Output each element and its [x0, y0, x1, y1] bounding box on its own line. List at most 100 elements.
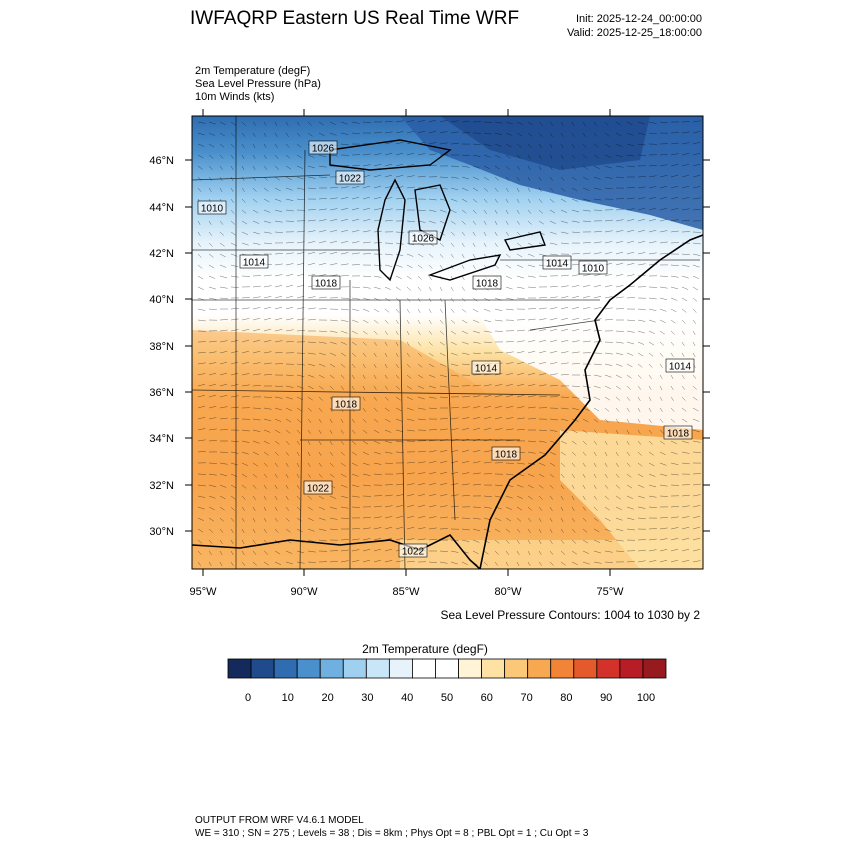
wind-barb — [307, 495, 313, 500]
wind-barb — [395, 175, 404, 178]
wind-barb — [527, 484, 534, 489]
wind-barb — [318, 341, 327, 344]
wind-barb — [494, 539, 500, 544]
wind-barb — [681, 440, 689, 444]
wind-barb — [582, 517, 587, 522]
wind-barb — [285, 132, 289, 137]
wind-barb — [604, 385, 611, 390]
wind-barb — [681, 121, 690, 123]
wind-barb — [340, 263, 349, 266]
wind-barb — [450, 319, 456, 324]
wind-barb — [472, 308, 479, 313]
wind-barb — [439, 450, 448, 453]
wind-barb — [329, 560, 338, 563]
wind-barb — [659, 517, 668, 519]
wind-barb — [208, 561, 212, 566]
wind-barb — [472, 176, 480, 180]
pressure-label-box — [197, 200, 227, 215]
wind-barb — [615, 407, 620, 412]
wind-barb — [439, 308, 443, 313]
wind-barb — [439, 471, 448, 475]
wind-barb — [538, 198, 543, 203]
wind-barb — [483, 132, 492, 135]
wind-barb — [318, 165, 327, 168]
wind-barb — [582, 242, 591, 244]
wind-barb — [406, 164, 415, 167]
colorbar-swatch — [273, 658, 298, 679]
wind-barb — [285, 263, 294, 266]
colorbar-swatch — [412, 658, 436, 679]
wind-barb — [263, 473, 268, 478]
wind-barb — [230, 340, 239, 343]
wind-barb — [285, 440, 290, 445]
wind-barb — [593, 528, 600, 533]
wind-barb — [362, 330, 368, 335]
wind-barb — [472, 187, 479, 192]
pressure-label-box — [335, 170, 365, 185]
wind-barb — [230, 451, 239, 454]
wind-barb — [351, 363, 356, 368]
wind-barb — [538, 484, 544, 489]
wind-barb — [472, 330, 480, 334]
wind-barb — [285, 198, 294, 201]
wind-barb — [615, 539, 624, 542]
wind-barb — [461, 253, 465, 258]
wind-barb — [384, 131, 393, 134]
wind-barb — [230, 176, 234, 182]
wind-barb — [340, 197, 349, 200]
wind-barb — [615, 550, 624, 552]
wind-barb — [329, 330, 338, 333]
wind-barb — [461, 242, 465, 247]
wind-barb — [219, 187, 223, 193]
wind-barb — [362, 297, 371, 301]
wind-barb — [373, 163, 382, 167]
wind-barb — [450, 297, 454, 302]
wind-barb — [637, 549, 646, 552]
wind-barb — [318, 440, 322, 446]
wind-barb — [604, 528, 612, 532]
wind-barb — [340, 374, 345, 379]
wind-barb — [406, 330, 410, 336]
wind-barb — [197, 242, 202, 247]
wind-barb — [637, 396, 641, 401]
wind-barb — [626, 374, 632, 379]
wind-barb — [296, 241, 305, 244]
wind-barb — [626, 407, 630, 412]
wind-barb — [538, 361, 547, 365]
wind-barb — [296, 273, 305, 277]
wind-barb — [615, 198, 624, 200]
wind-barb — [692, 494, 701, 497]
wind-barb — [208, 176, 212, 181]
wind-barb — [230, 361, 239, 365]
wind-barb — [428, 286, 432, 291]
wind-barb — [307, 230, 316, 233]
wind-barb — [384, 319, 389, 324]
wind-barb — [417, 164, 426, 167]
wind-barb — [516, 506, 522, 511]
wind-barb — [351, 341, 357, 346]
wind-barb — [307, 352, 316, 355]
wind-barb — [373, 286, 381, 290]
wind-barb — [670, 174, 679, 178]
wind-barb — [505, 198, 509, 203]
wind-barb — [516, 561, 520, 567]
wind-barb — [241, 121, 246, 126]
wind-barb — [494, 209, 498, 214]
wind-barb — [571, 407, 580, 411]
wind-barb — [296, 307, 305, 310]
wind-barb — [362, 548, 371, 552]
wind-barb — [274, 329, 283, 332]
wind-barb — [472, 297, 478, 302]
wind-barb — [219, 484, 227, 488]
wind-barb — [362, 153, 371, 156]
wind-barb — [274, 253, 283, 255]
wind-barb — [681, 537, 690, 541]
wind-barb — [373, 341, 378, 346]
wind-barb — [538, 473, 545, 478]
wind-barb — [351, 385, 355, 390]
colorbar-swatch — [250, 658, 275, 679]
wind-barb — [373, 548, 382, 552]
wind-barb — [461, 275, 465, 280]
